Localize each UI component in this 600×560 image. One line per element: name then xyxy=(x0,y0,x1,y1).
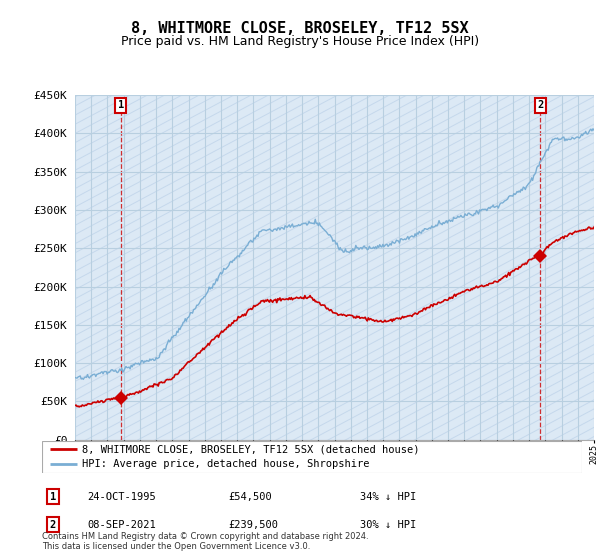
Text: 34% ↓ HPI: 34% ↓ HPI xyxy=(360,492,416,502)
Text: 30% ↓ HPI: 30% ↓ HPI xyxy=(360,520,416,530)
Text: 24-OCT-1995: 24-OCT-1995 xyxy=(87,492,156,502)
Text: 8, WHITMORE CLOSE, BROSELEY, TF12 5SX (detached house): 8, WHITMORE CLOSE, BROSELEY, TF12 5SX (d… xyxy=(83,445,420,455)
Text: 1: 1 xyxy=(118,100,124,110)
Text: £54,500: £54,500 xyxy=(228,492,272,502)
Text: £239,500: £239,500 xyxy=(228,520,278,530)
Text: Contains HM Land Registry data © Crown copyright and database right 2024.
This d: Contains HM Land Registry data © Crown c… xyxy=(42,531,368,551)
Text: 2: 2 xyxy=(50,520,56,530)
Text: HPI: Average price, detached house, Shropshire: HPI: Average price, detached house, Shro… xyxy=(83,459,370,469)
Text: 08-SEP-2021: 08-SEP-2021 xyxy=(87,520,156,530)
Text: 1: 1 xyxy=(50,492,56,502)
Text: 8, WHITMORE CLOSE, BROSELEY, TF12 5SX: 8, WHITMORE CLOSE, BROSELEY, TF12 5SX xyxy=(131,21,469,36)
Text: 2: 2 xyxy=(537,100,544,110)
Text: Price paid vs. HM Land Registry's House Price Index (HPI): Price paid vs. HM Land Registry's House … xyxy=(121,35,479,48)
